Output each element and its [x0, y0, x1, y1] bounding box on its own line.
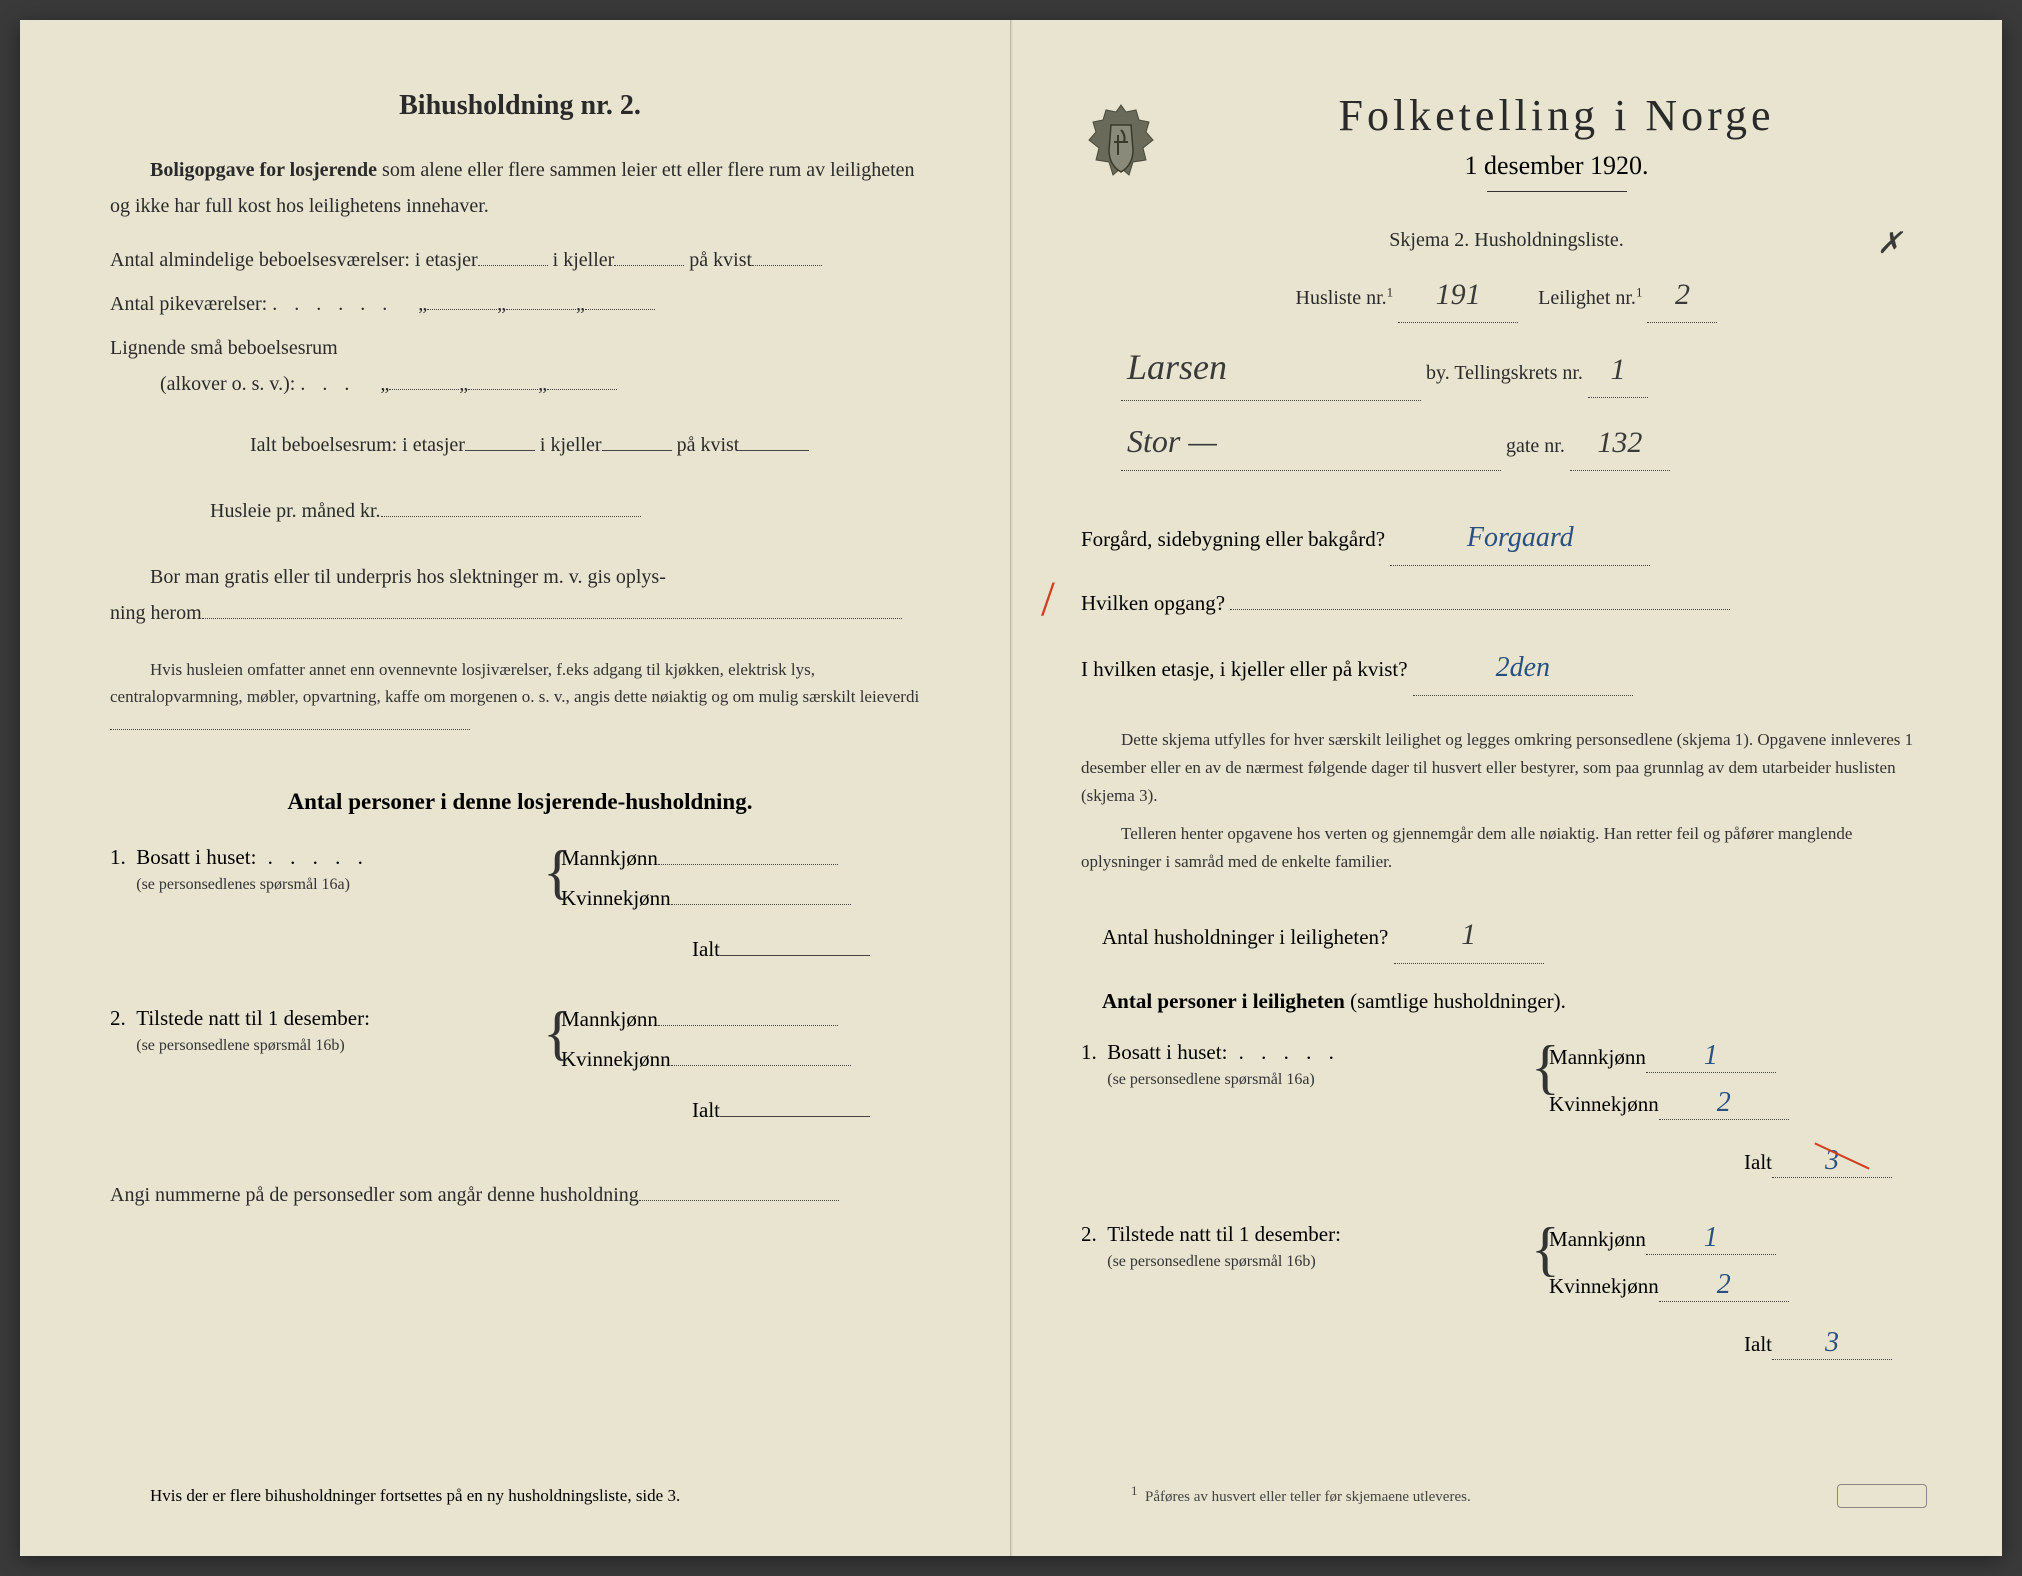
- right-item-2: 2. Tilstede natt til 1 desember: (se per…: [1081, 1222, 1932, 1374]
- line-lignende: Lignende små beboelsesrum (alkover o. s.…: [110, 330, 930, 402]
- line-husleie: Husleie pr. måned kr.: [210, 493, 930, 529]
- krets-value: 1: [1610, 353, 1625, 386]
- left-title: Bihusholdning nr. 2.: [110, 90, 930, 122]
- by-handwriting: Larsen: [1127, 347, 1227, 387]
- instructions-1: Dette skjema utfylles for hver særskilt …: [1081, 726, 1932, 810]
- line-pike: Antal pikeværelser: . . . . . . „„„: [110, 286, 930, 322]
- right-footnote: 1 Påføres av husvert eller teller før sk…: [1131, 1483, 1471, 1506]
- etasje-answer: 2den: [1496, 652, 1550, 683]
- forgard-answer: Forgaard: [1467, 522, 1574, 553]
- gratis-block: Bor man gratis eller til underpris hos s…: [110, 559, 930, 631]
- angi-line: Angi nummerne på de personsedler som ang…: [110, 1177, 930, 1213]
- husliste-value: 191: [1436, 278, 1481, 311]
- gate-value: 132: [1597, 426, 1642, 459]
- left-page: Bihusholdning nr. 2. Boligopgave for los…: [20, 20, 1011, 1556]
- date-line: 1 desember 1920.: [1181, 151, 1932, 181]
- left-item-1: 1. Bosatt i huset: . . . . . (se persons…: [110, 845, 930, 976]
- opgang-line: Hvilken opgang?: [1081, 584, 1932, 624]
- antal-hush-value: 1: [1461, 918, 1476, 951]
- title-rule: [1487, 191, 1627, 192]
- r2-kvinne: 2: [1717, 1269, 1731, 1300]
- r1-kvinne: 2: [1717, 1087, 1731, 1118]
- right-item-1: 1. Bosatt i huset: . . . . . (se persons…: [1081, 1040, 1932, 1192]
- r2-mann: 1: [1704, 1222, 1718, 1253]
- forgard-line: / Forgård, sidebygning eller bakgård? Fo…: [1081, 511, 1932, 565]
- etasje-line: I hvilken etasje, i kjeller eller på kvi…: [1081, 641, 1932, 695]
- coat-of-arms-icon: [1081, 100, 1161, 195]
- intro-bold: Boligopgave for losjerende: [150, 159, 377, 181]
- schema-block: Skjema 2. Husholdningsliste. ✗ Husliste …: [1081, 222, 1932, 471]
- right-header: Folketelling i Norge 1 desember 1920.: [1081, 90, 1932, 222]
- left-footer: Hvis der er flere bihusholdninger fortse…: [110, 1486, 930, 1506]
- printer-stamp: [1837, 1484, 1927, 1508]
- r2-ialt: 3: [1825, 1327, 1839, 1358]
- antal-hush-line: Antal husholdninger i leiligheten? 1: [1081, 906, 1932, 964]
- left-subhead: Antal personer i denne losjerende-hushol…: [110, 789, 930, 815]
- intro-paragraph: Boligopgave for losjerende som alene ell…: [110, 152, 930, 224]
- hvis-text: Hvis husleien omfatter annet enn ovennev…: [110, 656, 930, 739]
- right-page: Folketelling i Norge 1 desember 1920. Sk…: [1011, 20, 2002, 1556]
- main-title: Folketelling i Norge: [1181, 90, 1932, 141]
- line-ialt: Ialt beboelsesrum: i etasjer i kjeller p…: [250, 427, 930, 463]
- instructions-2: Telleren henter opgavene hos verten og g…: [1081, 820, 1932, 876]
- document-spread: Bihusholdning nr. 2. Boligopgave for los…: [20, 20, 2002, 1556]
- mark-hand: ✗: [1877, 217, 1902, 271]
- line-beboelse: Antal almindelige beboelsesværelser: i e…: [110, 242, 930, 278]
- antal-pers-head: Antal personer i leiligheten (samtlige h…: [1081, 982, 1932, 1022]
- left-item-2: 2. Tilstede natt til 1 desember: (se per…: [110, 1006, 930, 1137]
- gate-handwriting: Stor —: [1127, 423, 1217, 459]
- r1-mann: 1: [1704, 1040, 1718, 1071]
- leilighet-value: 2: [1675, 278, 1690, 311]
